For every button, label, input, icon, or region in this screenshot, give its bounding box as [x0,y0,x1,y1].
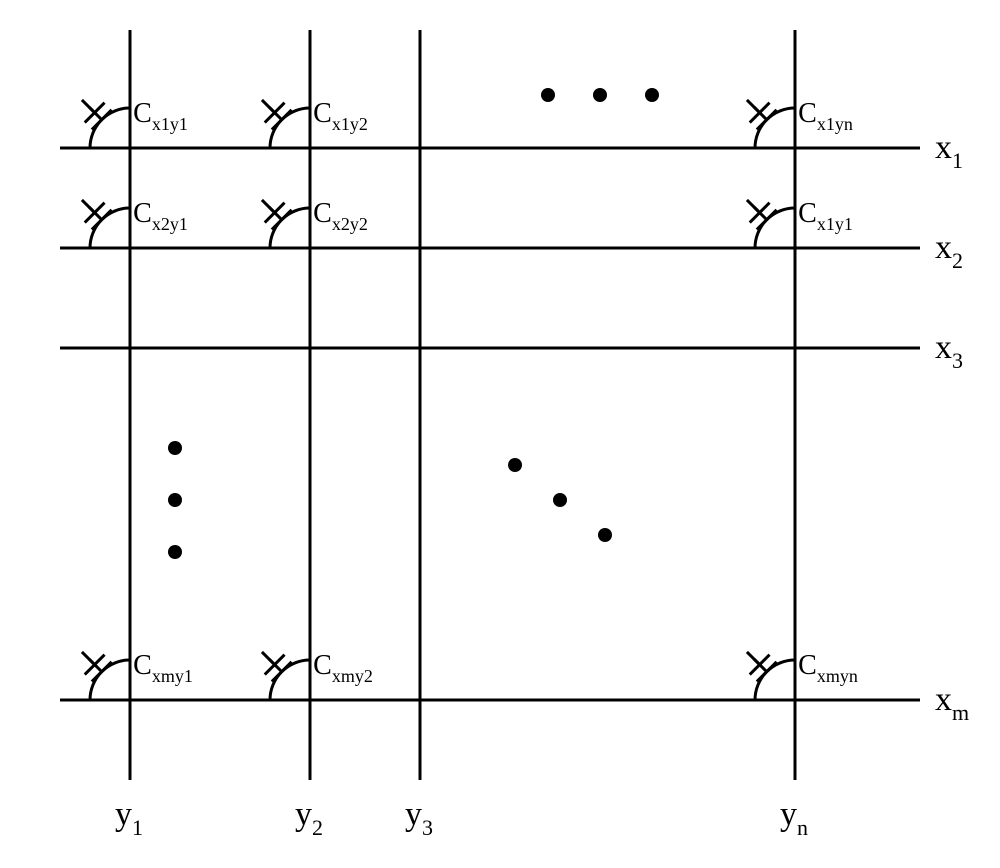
cap-label-0: Cx1y1 [133,98,188,134]
cap-label-3: Cx2y1 [133,198,188,234]
cap-label-base-6: C [133,650,152,681]
capacitor-grid-diagram: x1x2x3xmy1y2y3ynCx1y1Cx1y2Cx1ynCx2y1Cx2y… [0,0,1000,868]
cap-label-sub-1: x1y2 [332,114,368,134]
cap-label-sub-7: xmy2 [332,666,373,686]
cap-lead-b-0 [82,100,95,113]
row-label-2-base: x [935,329,952,366]
row-label-0-sub: 1 [952,148,963,173]
ellipsis-dot-2-0 [508,458,522,472]
cap-label-2: Cx1yn [798,98,853,134]
cap-label-sub-5: x1y1 [817,214,853,234]
cap-label-base-5: C [798,198,817,229]
col-label-0-base: y [115,796,132,833]
row-label-3-sub: m [952,700,969,725]
cap-lead-b-3 [82,200,95,213]
cap-label-sub-0: x1y1 [152,114,188,134]
col-label-2-base: y [405,796,422,833]
ellipsis-dot-1-2 [168,545,182,559]
cap-label-base-3: C [133,198,152,229]
col-label-1-base: y [295,796,312,833]
cap-label-sub-6: xmy1 [152,666,193,686]
ellipsis-dot-2-2 [598,528,612,542]
col-label-0-sub: 1 [132,815,143,840]
cap-label-6: Cxmy1 [133,650,193,686]
row-label-3: xm [935,681,969,725]
cap-label-base-2: C [798,98,817,129]
ellipsis-dot-1-0 [168,441,182,455]
cap-label-5: Cx1y1 [798,198,853,234]
row-label-2: x3 [935,329,963,373]
col-label-1: y2 [295,796,323,840]
row-label-0: x1 [935,129,963,173]
cap-label-sub-3: x2y1 [152,214,188,234]
cap-label-base-7: C [313,650,332,681]
cap-lead-b-7 [262,652,275,665]
col-label-3: yn [780,796,808,840]
cap-lead-b-6 [82,652,95,665]
row-label-1: x2 [935,229,963,273]
cap-label-8: Cxmyn [798,650,858,686]
cap-label-base-4: C [313,198,332,229]
row-label-3-base: x [935,681,952,718]
cap-label-sub-4: x2y2 [332,214,368,234]
col-label-3-sub: n [797,815,808,840]
ellipsis-dot-0-0 [541,88,555,102]
cap-label-sub-8: xmyn [817,666,858,686]
cap-label-base-1: C [313,98,332,129]
row-label-1-base: x [935,229,952,266]
cap-lead-b-1 [262,100,275,113]
cap-label-base-8: C [798,650,817,681]
row-label-0-base: x [935,129,952,166]
cap-label-4: Cx2y2 [313,198,368,234]
ellipsis-dot-2-1 [553,493,567,507]
cap-lead-b-4 [262,200,275,213]
cap-lead-b-2 [747,100,760,113]
ellipsis-dot-0-1 [593,88,607,102]
col-label-2: y3 [405,796,433,840]
row-label-2-sub: 3 [952,348,963,373]
cap-lead-b-5 [747,200,760,213]
ellipsis-dot-0-2 [645,88,659,102]
col-label-0: y1 [115,796,143,840]
row-label-1-sub: 2 [952,248,963,273]
cap-label-sub-2: x1yn [817,114,853,134]
col-label-2-sub: 3 [422,815,433,840]
ellipsis-dot-1-1 [168,493,182,507]
cap-label-base-0: C [133,98,152,129]
cap-label-7: Cxmy2 [313,650,373,686]
cap-lead-b-8 [747,652,760,665]
col-label-1-sub: 2 [312,815,323,840]
cap-label-1: Cx1y2 [313,98,368,134]
col-label-3-base: y [780,796,797,833]
